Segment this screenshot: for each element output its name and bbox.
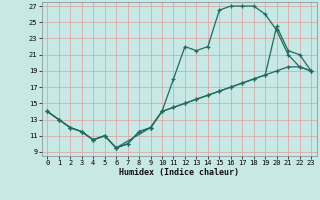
X-axis label: Humidex (Indice chaleur): Humidex (Indice chaleur) xyxy=(119,168,239,177)
